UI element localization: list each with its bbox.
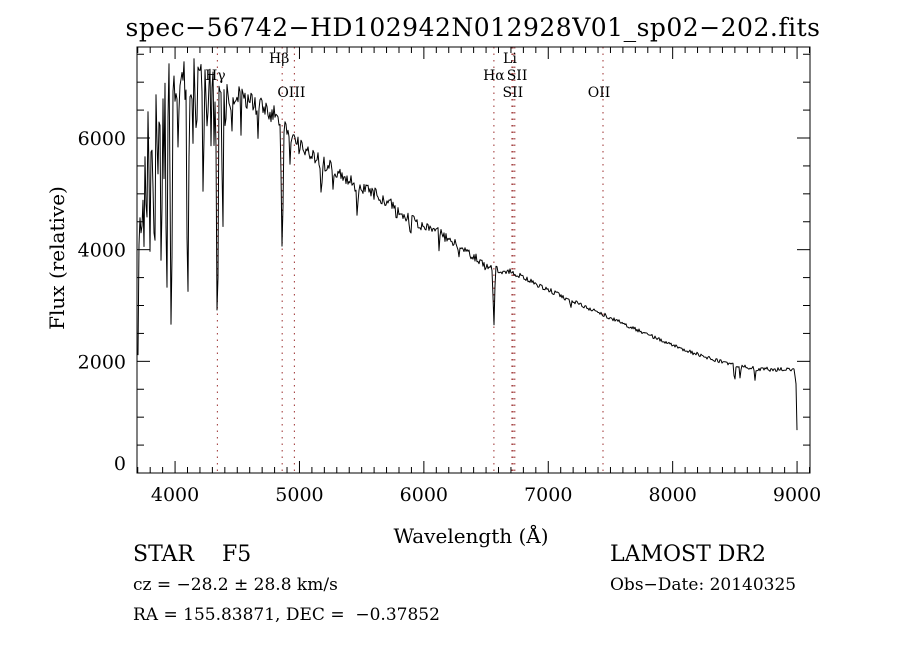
x-tick-label: 7000 (524, 484, 572, 506)
axes-box (136, 46, 811, 474)
x-tick-label: 5000 (275, 484, 323, 506)
line-label-sii: SII (507, 68, 528, 84)
axis-tick-labels: 4000 5000 6000 7000 8000 9000 0 2000 4000 6000 (78, 128, 822, 506)
x-tick-label: 4000 (151, 484, 199, 506)
plot-title: spec−56742−HD102942N012928V01_sp02−202.f… (125, 13, 821, 42)
y-tick-label: 4000 (78, 240, 126, 262)
line-label-oiii: OIII (277, 85, 305, 101)
obs-date-label: Obs−Date: 20140325 (610, 575, 797, 595)
line-label-sii: SII (502, 85, 523, 101)
spectrum-trace (137, 58, 798, 431)
y-tick-label: 2000 (78, 351, 126, 373)
object-class-label: STAR F5 (133, 542, 252, 567)
y-tick-label: 0 (114, 453, 126, 475)
line-label-hγ: Hγ (205, 68, 226, 84)
ra-dec-label: RA = 155.83871, DEC = −0.37852 (133, 605, 440, 625)
line-label-hα: Hα (483, 68, 505, 84)
x-tick-label: 8000 (648, 484, 696, 506)
plot-frame (136, 46, 811, 474)
line-label-li: Li (503, 51, 517, 67)
y-tick-label: 6000 (78, 128, 126, 150)
spectrum-flux-curve (137, 58, 798, 431)
survey-release-label: LAMOST DR2 (610, 542, 766, 567)
x-tick-label: 9000 (773, 484, 821, 506)
x-axis-title: Wavelength (Å) (393, 524, 549, 548)
line-label-hβ: Hβ (269, 51, 289, 67)
x-tick-label: 6000 (400, 484, 448, 506)
reference-lines (216, 47, 604, 473)
y-axis-title: Flux (relative) (45, 186, 69, 330)
cz-velocity-label: cz = −28.2 ± 28.8 km/s (133, 575, 338, 595)
line-label-oii: OII (588, 85, 611, 101)
